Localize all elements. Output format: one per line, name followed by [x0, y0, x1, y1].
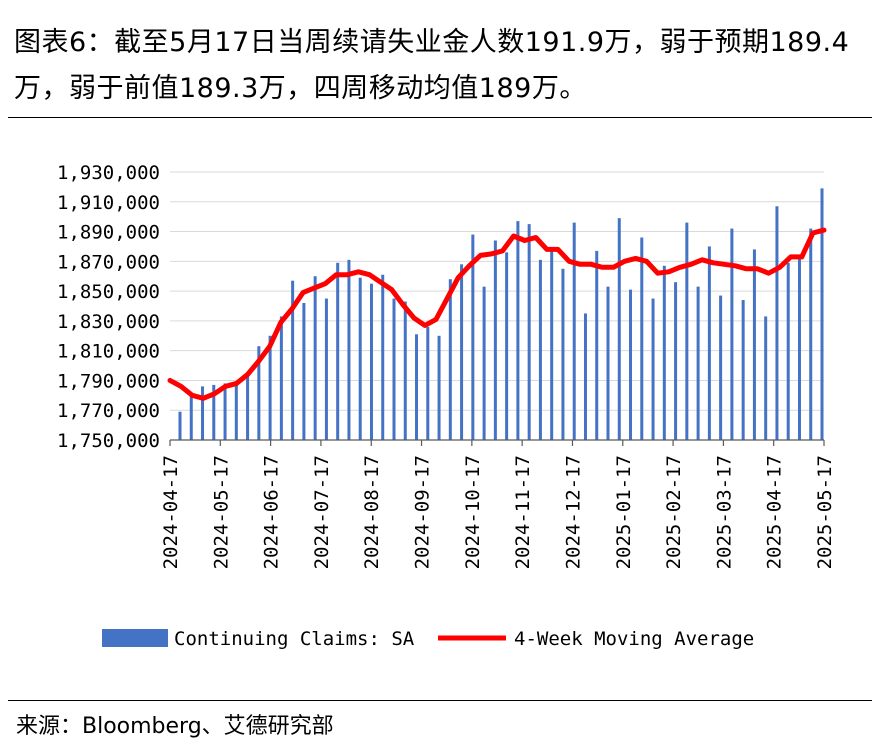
bar [223, 383, 227, 440]
x-tick-label: 2024-08-17 [361, 455, 383, 569]
bar [707, 246, 711, 440]
bar [550, 249, 554, 440]
source-note: 来源：Bloomberg、艾德研究部 [16, 714, 334, 739]
bar [369, 283, 373, 440]
bar [775, 206, 779, 440]
x-tick-label: 2025-03-17 [713, 455, 735, 569]
bar [640, 237, 644, 440]
y-tick-label: 1,790,000 [57, 370, 160, 392]
bar [403, 301, 407, 440]
bar [662, 265, 666, 440]
bar [685, 222, 689, 440]
x-tick-label: 2025-02-17 [663, 455, 685, 569]
bar [629, 289, 633, 440]
bar [324, 298, 328, 440]
bar [234, 381, 238, 440]
x-tick-label: 2024-12-17 [562, 455, 584, 569]
bar [257, 346, 261, 440]
bar [347, 259, 351, 440]
bar [212, 384, 216, 440]
y-tick-label: 1,870,000 [57, 251, 160, 273]
legend-bar-swatch [102, 629, 168, 647]
y-tick-label: 1,750,000 [57, 430, 160, 452]
bar [505, 252, 509, 440]
bar [651, 298, 655, 440]
bar [493, 240, 497, 440]
bar [482, 286, 486, 440]
bar [358, 277, 362, 440]
x-tick-label: 2024-10-17 [462, 455, 484, 569]
bar [820, 188, 824, 440]
chart-title: 图表6：截至5月17日当周续请失业金人数191.9万，弱于预期189.4万，弱于… [14, 27, 850, 104]
chart: 1,750,000 1,770,000 1,790,000 1,810,000 1,83… [57, 162, 836, 650]
bar [561, 268, 565, 440]
bar [415, 334, 419, 440]
bar [797, 258, 801, 440]
bar [437, 335, 441, 440]
y-tick-label: 1,910,000 [57, 192, 160, 214]
x-tick-label: 2025-05-17 [814, 455, 836, 569]
bar [291, 280, 295, 440]
y-tick-label: 1,930,000 [57, 162, 160, 184]
x-tick-label: 2024-07-17 [311, 455, 333, 569]
bar [381, 274, 385, 440]
bar [448, 279, 452, 440]
x-tick-label: 2024-09-17 [412, 455, 434, 569]
bar [268, 335, 272, 440]
bar [764, 316, 768, 440]
bar [595, 250, 599, 440]
bar [471, 234, 475, 440]
bar [696, 286, 700, 440]
legend-bar-label: Continuing Claims: SA [174, 628, 415, 650]
top-rule [8, 117, 872, 118]
bar [336, 262, 340, 440]
bar [302, 303, 306, 440]
bar [426, 326, 430, 440]
bar [279, 316, 283, 440]
bar [809, 228, 813, 440]
bar [201, 386, 205, 440]
bar [730, 228, 734, 440]
bar [752, 249, 756, 440]
y-tick-label: 1,810,000 [57, 341, 160, 363]
x-tick-label: 2025-01-17 [613, 455, 635, 569]
bar [538, 259, 542, 440]
y-tick-label: 1,890,000 [57, 222, 160, 244]
bar [527, 224, 531, 440]
bar [460, 264, 464, 440]
bar [617, 218, 621, 440]
bar [741, 300, 745, 440]
bar [516, 221, 520, 440]
bar [606, 286, 610, 440]
moving-average-line [167, 227, 827, 401]
legend-line-label: 4-Week Moving Average [514, 628, 754, 650]
bar [674, 282, 678, 440]
bar [786, 262, 790, 440]
y-tick-label: 1,850,000 [57, 281, 160, 303]
x-tick-label: 2025-04-17 [764, 455, 786, 569]
y-tick-label: 1,830,000 [57, 311, 160, 333]
x-tick-label: 2024-11-17 [512, 455, 534, 569]
bar [189, 393, 193, 440]
y-tick-label: 1,770,000 [57, 400, 160, 422]
bar [572, 222, 576, 440]
x-tick-label: 2024-05-17 [210, 455, 232, 569]
bar [392, 298, 396, 440]
bar [719, 295, 723, 440]
bar [583, 313, 587, 440]
x-tick-label: 2024-06-17 [261, 455, 283, 569]
bottom-rule [8, 700, 872, 701]
bar [313, 276, 317, 440]
x-tick-label: 2024-04-17 [160, 455, 182, 569]
bar [246, 375, 250, 440]
bar [178, 411, 182, 440]
